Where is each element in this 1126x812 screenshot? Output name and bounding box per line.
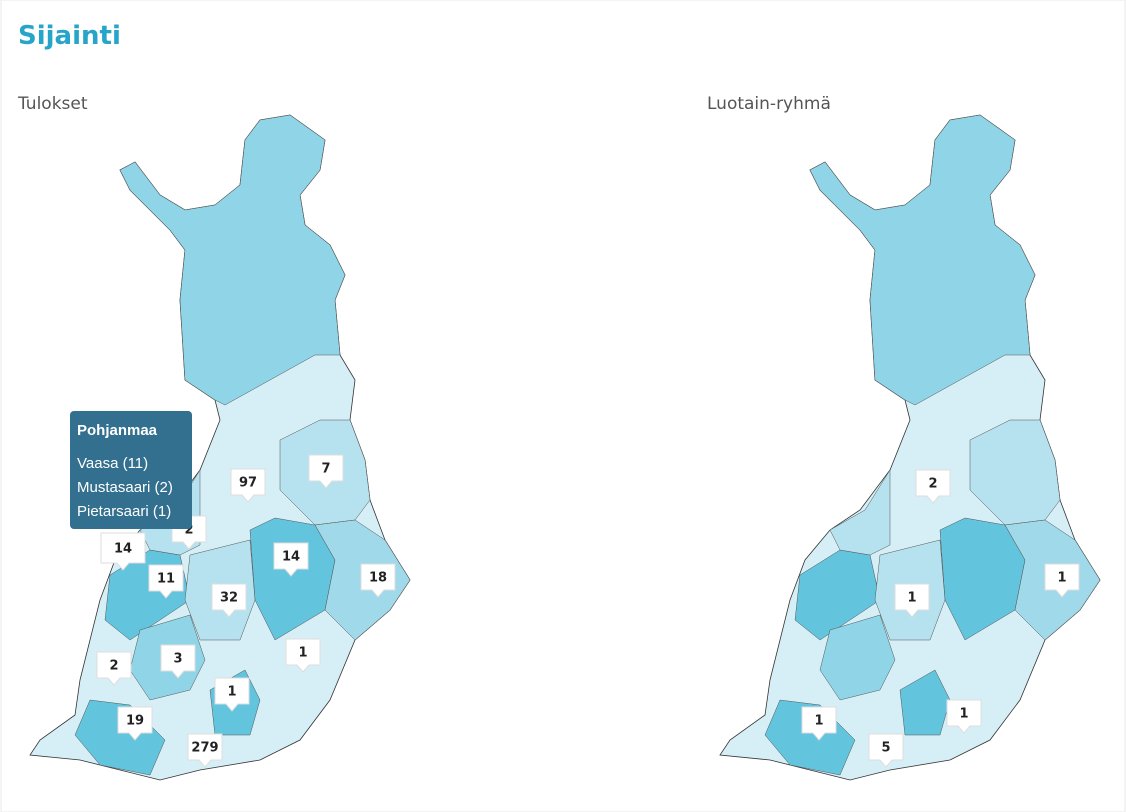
tooltip-item: Pietarsaari (1) [77,503,171,520]
marker-label: 11 [157,572,175,587]
marker-label: 2 [928,477,937,492]
marker-pin[interactable] [117,706,153,741]
marker-pin[interactable] [308,454,344,489]
marker-pin[interactable] [360,563,396,598]
marker-pin[interactable] [946,699,982,734]
tooltip: Pohjanmaa Vaasa (11) Mustasaari (2) Piet… [70,411,192,529]
tooltip-item: Mustasaari (2) [77,479,173,496]
marker-pin[interactable] [915,469,951,504]
marker-pin[interactable] [211,583,247,618]
marker-label: 5 [881,741,890,756]
marker-label: 19 [126,714,144,729]
marker-label: 7 [321,462,330,477]
marker-pin[interactable] [100,532,146,571]
marker-label: 2 [109,659,118,674]
region[interactable] [819,614,896,701]
marker-label: 32 [220,591,238,606]
marker-pin[interactable] [273,542,309,577]
marker-label: 1 [227,685,236,700]
marker-pin[interactable] [214,677,250,712]
marker-label: 1 [814,714,823,729]
marker-label: 18 [369,571,387,586]
map-title: Tulokset [17,94,88,114]
map[interactable]: 2 1 1 1 1 5 [719,114,1101,781]
region[interactable] [809,114,1036,406]
tooltip-item: Vaasa (11) [77,455,148,472]
region[interactable] [829,469,891,556]
marker-pin[interactable] [868,733,904,768]
marker-pin[interactable] [801,706,837,741]
region[interactable] [969,419,1061,526]
marker-label: 1 [1057,571,1066,586]
marker-label: 97 [239,476,257,491]
marker-pin[interactable] [187,733,223,768]
marker-pin[interactable] [148,564,184,599]
marker-label: 279 [191,741,218,756]
map-title: Luotain-ryhmä [707,94,831,114]
region[interactable] [119,114,346,406]
marker-pin[interactable] [1044,563,1080,598]
marker-pin[interactable] [285,638,321,673]
marker-pin[interactable] [894,583,930,618]
tooltip-title: Pohjanmaa [77,422,158,439]
marker-label: 14 [282,550,300,565]
marker-label: 1 [907,591,916,606]
marker-label: 3 [173,652,182,667]
marker-label: 1 [959,707,968,722]
region[interactable] [899,669,951,736]
marker-label: 2 [184,523,193,538]
page-title: Sijainti [18,21,121,51]
marker-label: 14 [114,542,132,557]
marker-label: 1 [298,646,307,661]
marker-pin[interactable] [96,651,132,686]
marker-pin[interactable] [230,468,266,503]
marker-pin[interactable] [160,644,196,679]
